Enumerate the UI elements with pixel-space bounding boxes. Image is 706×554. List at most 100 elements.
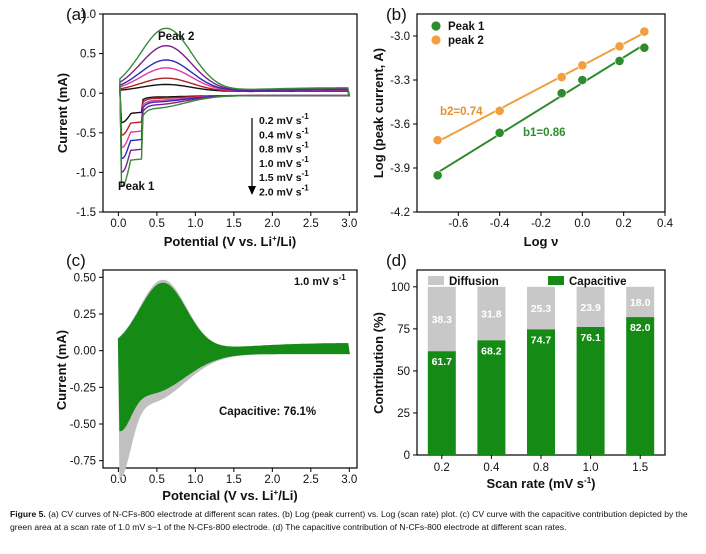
panel-d-xtick-label: 0.2 [434,462,450,474]
panel-c-capacitive-cv: 0.0 0.5 1.0 1.5 2.0 2.5 3.0 0.50 0.25 0.00 -0.25 -0… [54,251,358,503]
panel-d-xtick-label: 0.8 [533,462,549,474]
panel-a-cv-curve [119,27,351,188]
panel-b-fit-line [437,43,645,174]
panel-b-log-plot: -0.6 -0.4 -0.2 0.0 0.2 0.4 -3.0 -3.3 -3.6 -3.9 -4.… [371,5,674,249]
panel-b-point [614,41,625,52]
panel-c-xtick-label: 0.5 [149,474,165,486]
panel-c-ytick-label: 0.25 [74,309,96,321]
panel-b-point [432,170,443,181]
panel-a-ytick-label: -1.0 [76,167,96,179]
panel-b-legend-label: Peak 1 [448,21,485,33]
panel-d-xtick-label: 0.4 [483,462,500,474]
panel-c-rate-label: 1.0 mV s-1 [294,273,346,288]
panel-d-legend-swatch [428,276,444,285]
caption-text: (a) CV curves of N-CFs-800 electrode at … [10,509,688,532]
panel-d-capacitive-bar [527,329,555,455]
panel-b-point [556,88,567,99]
panel-a-peak2-label: Peak 2 [158,31,194,43]
panel-d-capacitive-value: 68.2 [481,345,502,357]
panel-d-capacitive-value: 74.7 [531,334,552,346]
panel-c-xtick-label: 3.0 [341,474,357,486]
panel-b-point [432,135,443,146]
panel-a-legend-label: 1.0 mV s-1 [259,155,309,170]
panel-c-capacitive-label: Capacitive: 76.1% [219,406,316,418]
panel-b-ytick-label: -3.9 [390,163,410,175]
panel-a-legend-label: 0.8 mV s-1 [259,141,309,156]
panel-a-ytick-label: 0.5 [80,49,96,61]
panel-d-legend-swatch [548,276,564,285]
panel-a-legend-label: 0.4 mV s-1 [259,126,309,141]
panel-b-legend-marker [431,35,441,45]
panel-b-point [639,26,650,37]
panel-a-xtick-label: 0.5 [149,218,165,230]
panel-d-diffusion-value: 38.3 [432,314,453,326]
panel-c-xtick-label: 2.5 [303,474,319,486]
panel-b-xtick-label: -0.2 [531,218,551,230]
panel-a-legend-label: 2.0 mV s-1 [259,184,309,199]
panel-b-point [639,42,650,53]
panel-d-ytick-label: 75 [397,324,410,336]
panel-d-diffusion-value: 23.9 [580,302,601,314]
panel-b-ytick-label: -3.0 [390,31,410,43]
panel-b-xtick-label: -0.4 [490,218,510,230]
panel-b-xlabel: Log ν [524,234,559,249]
panel-b-fit-label: b2=0.74 [440,106,483,118]
panel-a-letter: (a) [66,5,87,24]
panel-d-diffusion-value: 18.0 [630,297,651,309]
panel-a-ytick-label: 1.0 [80,9,96,21]
panel-c-frame [102,269,358,469]
panel-a-legend-label: 1.5 mV s-1 [259,169,309,184]
panel-b-legend-label: peak 2 [448,35,484,47]
panel-c-letter: (c) [66,251,86,270]
panel-d-xtick-label: 1.5 [632,462,648,474]
panel-d-capacitive-bar [576,327,605,455]
panel-b-legend-marker [431,21,441,31]
panel-b-point [614,56,625,66]
panel-d-diffusion-bar [427,286,456,352]
panel-b-ytick-label: -3.6 [390,119,410,131]
panel-c-xlabel: Potencial (V vs. Li+/Li) [162,488,297,503]
panel-c-xtick-label: 2.0 [264,474,280,486]
panel-c-ytick-label: -0.50 [70,419,96,431]
panel-d-capacitive-bar [626,317,655,455]
figure-caption: Figure 5. (a) CV curves of N-CFs-800 ele… [10,508,700,534]
panel-a-xtick-label: 1.5 [226,218,242,230]
panel-c-xtick-label: 0.0 [110,474,126,486]
panel-a-xlabel: Potential (V vs. Li+/Li) [164,234,297,249]
panel-a-xtick-label: 2.5 [303,218,319,230]
panel-d-diffusion-bar [626,286,655,318]
panel-d-letter: (d) [386,251,407,270]
panel-a-xtick-label: 3.0 [341,218,357,230]
panel-a-xtick-label: 1.0 [187,218,203,230]
panel-a-xtick-label: 0.0 [110,218,126,230]
panel-d-diffusion-bar [576,286,605,328]
panel-b-point [577,60,588,71]
panel-a-peak1-label: Peak 1 [118,181,155,193]
panel-d-ytick-label: 25 [397,408,410,420]
panel-c-ytick-label: 0.50 [74,272,96,284]
panel-d-xlabel: Scan rate (mV s-1) [486,476,595,491]
panel-a-ytick-label: -0.5 [76,128,96,140]
panel-c-ytick-label: -0.25 [70,382,96,394]
panel-a-ytick-label: -1.5 [76,207,96,219]
panel-d-legend-label: Diffusion [449,276,499,288]
panel-a-cv-curve [119,77,351,137]
panel-d-ytick-label: 0 [404,450,410,462]
panel-c-ytick-label: -0.75 [70,456,96,468]
figure: 0.0 0.5 1.0 1.5 2.0 2.5 3.0 1.0 0.5 0.0 -0.5 -1.0 -1… [54,5,674,503]
panel-d-capacitive-value: 82.0 [630,322,651,334]
panel-b-point [556,72,567,82]
panel-c-ylabel: Current (mA) [54,330,69,410]
panel-d-diffusion-value: 25.3 [531,303,552,315]
panel-b-xtick-label: -0.6 [448,218,468,230]
panel-d-diffusion-bar [527,286,555,330]
panel-a-frame [102,13,358,213]
panel-d-legend-label: Capacitive [569,276,627,288]
panel-b-xtick-label: 0.0 [574,218,590,230]
panel-b-ytick-label: -4.2 [390,207,410,219]
panel-d-capacitive-value: 76.1 [580,332,601,344]
panel-c-capacitive-area [117,282,350,432]
panel-c-ytick-label: 0.00 [74,346,96,358]
panel-b-point [577,75,588,85]
panel-d-ytick-label: 100 [391,282,410,294]
